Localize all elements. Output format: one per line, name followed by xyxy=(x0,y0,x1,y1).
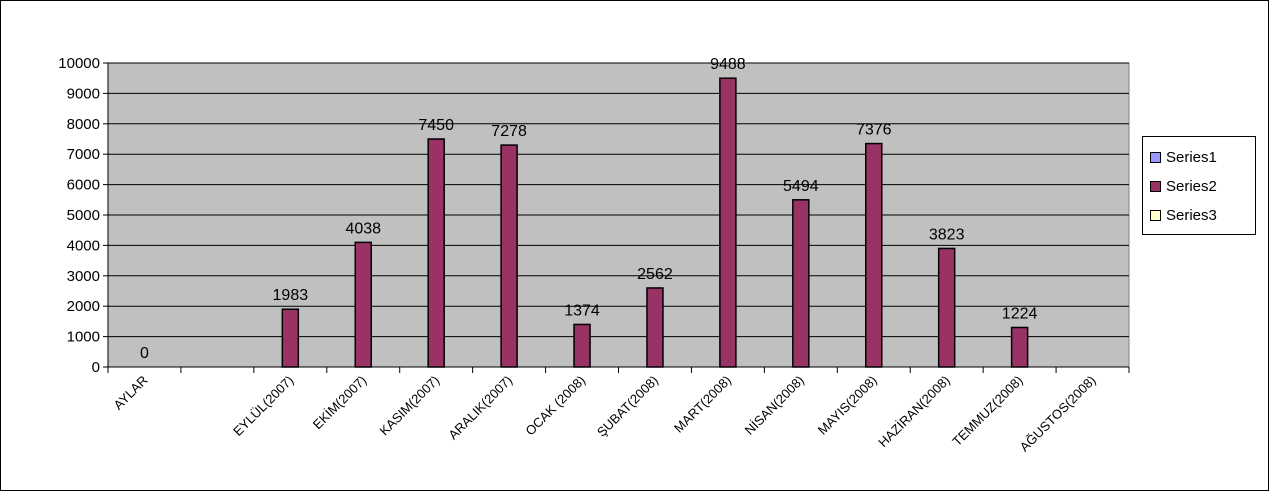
legend-item-series2: Series2 xyxy=(1150,172,1255,201)
bar-series2 xyxy=(500,144,518,368)
y-tick-label: 2000 xyxy=(67,298,100,315)
x-tick-label: EYLÜL(2007) xyxy=(230,373,296,439)
legend-label-series1: Series1 xyxy=(1166,149,1217,166)
data-label: 1224 xyxy=(1002,305,1038,322)
x-tick-label: NİSAN(2008) xyxy=(742,373,807,438)
data-label: 3823 xyxy=(929,226,965,243)
legend-label-series3: Series3 xyxy=(1166,207,1217,224)
bar-series2 xyxy=(937,247,956,368)
bar-series2 xyxy=(573,323,591,368)
x-tick-label: KASIM(2007) xyxy=(377,373,443,439)
legend-item-series1: Series1 xyxy=(1150,143,1255,172)
x-tick-label: TEMMUZ(2008) xyxy=(949,373,1026,450)
data-label: 2562 xyxy=(637,266,673,283)
x-axis-ticks xyxy=(107,367,1130,373)
y-tick-label: 8000 xyxy=(67,116,100,133)
x-tick-label: HAZİRAN(2008) xyxy=(875,373,953,451)
legend-label-series2: Series2 xyxy=(1166,178,1217,195)
x-tick-label: EKİM(2007) xyxy=(310,373,370,433)
bar-series2 xyxy=(281,308,300,368)
x-tick-label: ARALIK(2007) xyxy=(445,373,515,443)
bar-series2 xyxy=(719,77,737,368)
legend-item-series3: Series3 xyxy=(1150,201,1255,230)
x-tick-label: MAYIS(2008) xyxy=(815,373,880,438)
data-labels: 0 1983 4038 7450 7278 1374 2562 9488 5494 7376 382… xyxy=(140,56,1037,362)
legend-swatch-series1 xyxy=(1150,152,1161,163)
bar-series2 xyxy=(427,138,445,368)
y-tick-label: 3000 xyxy=(67,268,100,285)
y-axis-ticks: 0 1000 2000 3000 4000 5000 6000 7000 8000 9000 100… xyxy=(58,55,108,376)
bar-series2 xyxy=(792,199,810,368)
x-tick-label: ŞUBAT(2008) xyxy=(594,373,661,440)
y-tick-label: 5000 xyxy=(67,207,100,224)
bar-series2 xyxy=(1010,326,1029,368)
data-label: 7278 xyxy=(491,123,527,140)
data-label: 5494 xyxy=(783,178,819,195)
category-labels: AYLAR EYLÜL(2007) EKİM(2007) KASIM(2007) ARA… xyxy=(111,373,1099,455)
x-tick-label: MART(2008) xyxy=(671,373,734,436)
y-tick-label: 10000 xyxy=(58,55,100,72)
y-tick-label: 4000 xyxy=(67,237,100,254)
y-tick-label: 0 xyxy=(92,359,100,376)
bars xyxy=(281,77,1029,368)
data-label: 4038 xyxy=(345,220,381,237)
legend-swatch-series3 xyxy=(1150,210,1161,221)
data-label: 1374 xyxy=(564,302,600,319)
y-tick-label: 6000 xyxy=(67,177,100,194)
data-label: 9488 xyxy=(710,56,746,73)
data-label: 1983 xyxy=(273,287,309,304)
y-tick-label: 7000 xyxy=(67,146,100,163)
legend: Series1 Series2 Series3 xyxy=(1142,136,1256,235)
bar-series2 xyxy=(865,142,883,368)
x-tick-label: AĞUSTOS(2008) xyxy=(1017,373,1099,455)
legend-swatch-series2 xyxy=(1150,181,1161,192)
x-tick-label: OCAK (2008) xyxy=(522,373,588,439)
bar-series2 xyxy=(646,287,664,368)
data-label: 0 xyxy=(140,345,149,362)
bar-series2 xyxy=(354,241,372,368)
data-label: 7450 xyxy=(418,117,454,134)
y-tick-label: 1000 xyxy=(67,329,100,346)
data-label: 7376 xyxy=(856,122,892,139)
x-tick-label: AYLAR xyxy=(111,373,151,413)
y-tick-label: 9000 xyxy=(67,85,100,102)
